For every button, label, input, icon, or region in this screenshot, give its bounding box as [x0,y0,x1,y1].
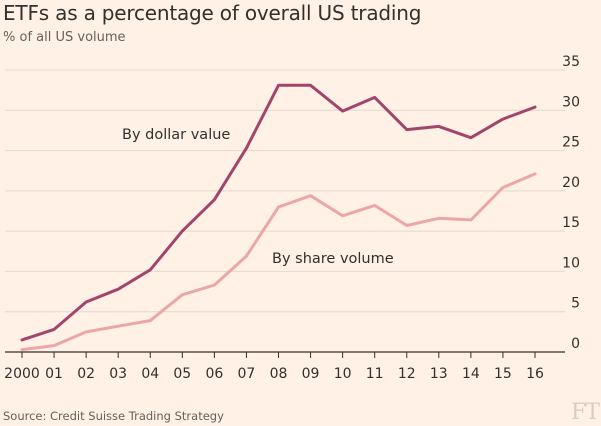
x-tick-label: 12 [398,366,416,382]
x-tick-label: 14 [462,366,480,382]
chart-title: ETFs as a percentage of overall US tradi… [3,1,422,25]
y-tick-label: 25 [562,135,580,151]
x-tick-label: 16 [526,366,544,382]
source-note: Source: Credit Suisse Trading Strategy [3,409,224,423]
y-tick-label: 0 [571,336,580,352]
x-tick-label: 11 [366,366,384,382]
ft-logo: FT [571,400,600,425]
x-tick-label: 13 [430,366,448,382]
x-tick-label: 03 [109,366,127,382]
series-label-share-volume: By share volume [272,251,394,267]
x-tick-label: 01 [45,366,63,382]
series-line-share-volume [20,172,537,352]
y-tick-label: 5 [571,296,580,312]
x-tick-label: 02 [77,366,95,382]
x-tick-label: 08 [270,366,288,382]
series-label-dollar-value: By dollar value [122,127,230,143]
chart-subtitle: % of all US volume [3,30,126,45]
x-tick-label: 2000 [4,366,40,382]
x-tick-label: 06 [205,366,223,382]
x-tick-label: 05 [173,366,191,382]
x-tick-label: 10 [334,366,352,382]
x-tick-label: 04 [141,366,159,382]
x-tick-label: 15 [494,366,512,382]
x-tick-label: 09 [302,366,320,382]
y-tick-label: 35 [562,54,580,70]
y-tick-label: 30 [562,94,580,110]
y-tick-label: 20 [562,175,580,191]
y-tick-label: 10 [562,255,580,271]
x-tick-label: 07 [238,366,256,382]
y-tick-label: 15 [562,215,580,231]
series-line-dollar-value [20,83,537,342]
